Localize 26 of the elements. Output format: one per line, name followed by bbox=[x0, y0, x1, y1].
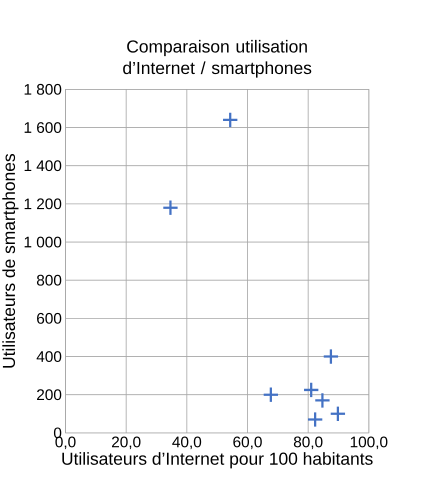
point bbox=[306, 411, 324, 428]
point bbox=[262, 386, 279, 403]
point bbox=[222, 112, 238, 128]
point bbox=[302, 382, 320, 398]
y-tick-label: 200 bbox=[36, 389, 62, 400]
x-tick-label: 0,0 bbox=[55, 436, 76, 450]
x-tick-label: 20,0 bbox=[112, 436, 140, 450]
chart-title: Comparaison utilisation d’Internet / smartphones bbox=[122, 40, 312, 78]
x-tick-label: 100,0 bbox=[350, 436, 388, 450]
point bbox=[322, 348, 339, 365]
x-tick-label: 40,0 bbox=[172, 436, 201, 450]
point bbox=[314, 392, 330, 409]
point bbox=[329, 406, 346, 422]
x-tick-label: 60,0 bbox=[233, 436, 262, 450]
y-tick-label: 1 000 bbox=[24, 236, 62, 248]
x-axis-title: Utilisateurs d’Internet pour 100 habitants bbox=[62, 452, 372, 468]
x-tick-label: 80,0 bbox=[294, 436, 322, 450]
y-tick-label: 1 200 bbox=[24, 198, 62, 210]
y-tick-label: 800 bbox=[36, 274, 62, 286]
y-axis-title: Utilisateurs de smartphones bbox=[2, 154, 18, 368]
y-tick-label: 1 800 bbox=[24, 84, 62, 95]
y-tick-label: 1 600 bbox=[24, 122, 62, 133]
y-tick-label: 400 bbox=[36, 351, 62, 362]
y-tick-label: 600 bbox=[36, 312, 62, 324]
y-tick-label: 1 400 bbox=[24, 160, 62, 172]
point bbox=[162, 199, 179, 216]
